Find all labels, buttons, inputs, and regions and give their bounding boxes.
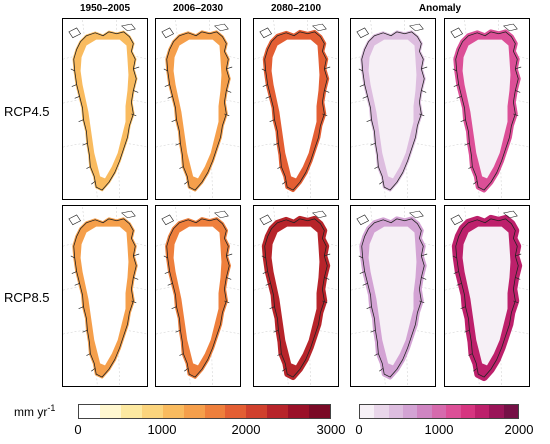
colorbar-step <box>288 405 310 418</box>
colorbar-step <box>503 405 518 418</box>
column-title-1950-2005: 1950–2005 <box>79 3 131 14</box>
colorbar-step <box>388 405 404 418</box>
column-title-anomaly: Anomaly <box>418 3 462 14</box>
colorbar-left-tick-3000: 3000 <box>316 422 346 437</box>
map-panel <box>62 205 148 387</box>
colorbar-right <box>359 404 519 419</box>
colorbar-step <box>403 405 418 418</box>
map-panel <box>253 205 339 387</box>
map-panel <box>253 18 339 200</box>
column-title-2006-2030: 2006–2030 <box>172 3 224 14</box>
colorbar-left-tick-1000: 1000 <box>147 422 177 437</box>
greenland-map <box>351 207 435 385</box>
colorbar-step <box>120 405 142 418</box>
colorbar-unit-label: mm yr-1 <box>14 403 56 419</box>
map-panel <box>350 205 436 387</box>
colorbar-step <box>460 405 475 418</box>
colorbar-step <box>417 405 432 418</box>
greenland-map <box>63 20 147 198</box>
colorbar-right-tick-0: 0 <box>355 422 363 437</box>
row-label-rcp85: RCP8.5 <box>4 290 50 305</box>
greenland-map <box>445 207 529 385</box>
colorbar-step <box>162 405 184 418</box>
colorbar-step <box>183 405 205 418</box>
colorbar-step <box>374 405 389 418</box>
map-panel <box>350 18 436 200</box>
greenland-map <box>351 20 435 198</box>
colorbar-step <box>99 405 121 418</box>
colorbar-step <box>246 405 268 418</box>
colorbar-right-tick-1000: 1000 <box>424 422 454 437</box>
colorbar-step <box>474 405 490 418</box>
colorbar-step <box>309 405 331 418</box>
greenland-map <box>254 207 338 385</box>
map-panel <box>444 205 530 387</box>
colorbar-step <box>225 405 247 418</box>
colorbar-step <box>141 405 163 418</box>
map-panel <box>62 18 148 200</box>
colorbar-step <box>431 405 447 418</box>
greenland-map <box>445 20 529 198</box>
column-title-2080-2100: 2080–2100 <box>270 3 322 14</box>
map-panel <box>155 18 241 200</box>
greenland-map <box>254 20 338 198</box>
greenland-map <box>156 207 240 385</box>
colorbar-step <box>79 405 100 418</box>
colorbar-step <box>446 405 461 418</box>
map-panel <box>155 205 241 387</box>
colorbar-step <box>489 405 504 418</box>
colorbar-left-tick-2000: 2000 <box>231 422 261 437</box>
greenland-map <box>63 207 147 385</box>
greenland-map <box>156 20 240 198</box>
colorbar-step <box>267 405 289 418</box>
colorbar-left <box>78 404 331 419</box>
colorbar-left-tick-0: 0 <box>74 422 82 437</box>
colorbar-step <box>204 405 226 418</box>
colorbar-right-tick-2000: 2000 <box>504 422 534 437</box>
colorbar-step <box>360 405 375 418</box>
map-panel <box>444 18 530 200</box>
row-label-rcp45: RCP4.5 <box>4 104 50 119</box>
